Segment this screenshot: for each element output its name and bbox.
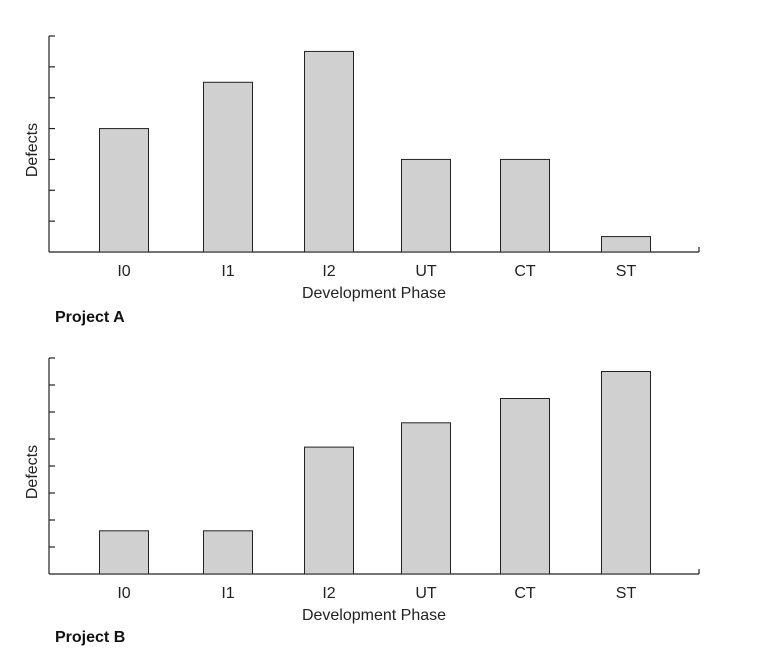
panel-title: Project A	[55, 309, 125, 326]
bar-UT	[401, 422, 451, 575]
chart-panel-1: I0 I1 I2 UT CT ST Development Phase Defects Proj…	[24, 357, 700, 646]
bar-I2	[304, 446, 354, 575]
bar-I0	[99, 128, 149, 253]
x-tick-label: I1	[221, 585, 234, 602]
bar-ST	[601, 371, 651, 575]
bar-I1	[203, 530, 253, 575]
x-axis-title: Development Phase	[302, 607, 446, 624]
y-axis-title: Defects	[24, 445, 41, 499]
bar-UT	[401, 158, 451, 253]
bar-CT	[500, 158, 550, 253]
x-axis-title: Development Phase	[302, 285, 446, 302]
x-tick-label: I2	[322, 263, 335, 280]
bar-I0	[99, 530, 149, 575]
x-tick-label: I2	[322, 585, 335, 602]
panel-title: Project B	[55, 629, 125, 646]
bar-CT	[500, 398, 550, 575]
y-axis-title: Defects	[24, 123, 41, 177]
x-tick-label: ST	[616, 263, 637, 280]
bar-I2	[304, 50, 354, 253]
x-tick-label: UT	[415, 263, 437, 280]
x-tick-label: CT	[514, 263, 536, 280]
x-tick-label: UT	[415, 585, 437, 602]
chart-panel-0: I0 I1 I2 UT CT ST Development Phase Defects Proj…	[24, 35, 700, 326]
bar-I1	[203, 81, 253, 253]
x-tick-label: I0	[117, 263, 130, 280]
x-tick-label: ST	[616, 585, 637, 602]
bar-ST	[601, 236, 651, 253]
x-tick-label: I0	[117, 585, 130, 602]
x-tick-label: I1	[221, 263, 234, 280]
x-tick-label: CT	[514, 585, 536, 602]
